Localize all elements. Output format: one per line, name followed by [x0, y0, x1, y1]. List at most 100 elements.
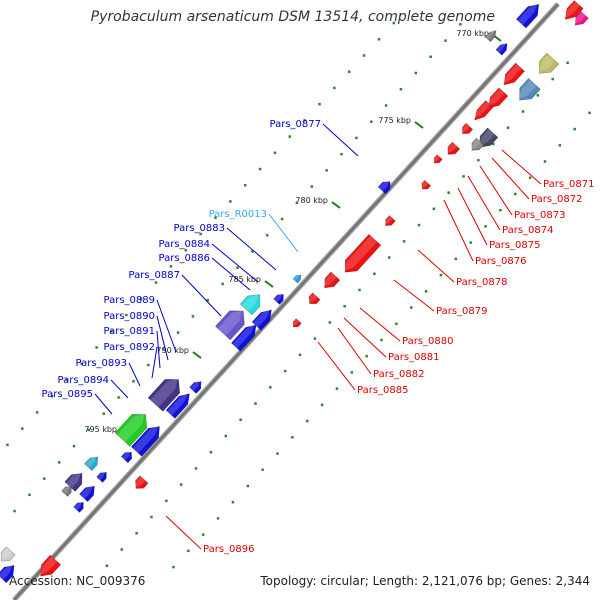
forward-gene[interactable] [239, 289, 265, 316]
track-dot [229, 200, 232, 203]
track-dot [172, 565, 175, 569]
forward-gene-label[interactable]: Pars_0891 [104, 326, 155, 337]
reverse-leader-line [417, 249, 455, 283]
reverse-gene-label[interactable]: Pars_0880 [402, 336, 453, 347]
forward-gene[interactable] [64, 469, 87, 492]
reverse-gene[interactable] [0, 546, 16, 565]
reverse-gene[interactable] [459, 122, 474, 136]
forward-gene-label[interactable]: Pars_0894 [58, 375, 109, 386]
forward-gene-label[interactable]: Pars_R0013 [209, 209, 267, 220]
forward-leader-line [128, 362, 141, 387]
track-dot [417, 223, 421, 227]
forward-gene[interactable] [84, 453, 102, 471]
reverse-gene[interactable] [35, 554, 62, 581]
track-dot [424, 290, 428, 293]
forward-gene[interactable] [495, 41, 510, 56]
forward-gene-label[interactable]: Pars_0883 [174, 223, 225, 234]
forward-leader-line [110, 379, 129, 399]
reverse-gene[interactable] [484, 87, 509, 112]
forward-gene[interactable] [165, 390, 194, 419]
reverse-gene[interactable] [468, 137, 485, 154]
forward-gene-label[interactable]: Pars_0895 [42, 389, 93, 400]
forward-gene[interactable] [251, 306, 276, 331]
forward-gene[interactable] [484, 28, 498, 43]
forward-gene-label[interactable]: Pars_0884 [159, 239, 210, 250]
forward-leader-line [181, 274, 222, 317]
forward-gene[interactable] [292, 273, 303, 284]
reverse-gene[interactable] [444, 141, 461, 158]
forward-gene-label[interactable]: Pars_0893 [76, 358, 127, 369]
reverse-gene[interactable] [432, 154, 443, 166]
reverse-gene[interactable] [474, 127, 499, 152]
reverse-gene-label[interactable]: Pars_0879 [436, 306, 487, 317]
track-dot [6, 443, 9, 447]
forward-leader-line [211, 257, 251, 291]
forward-gene-label[interactable]: Pars_0892 [104, 342, 155, 353]
forward-gene[interactable] [0, 561, 19, 584]
track-dot [291, 436, 294, 439]
reverse-gene[interactable] [419, 179, 432, 191]
forward-gene[interactable] [130, 422, 164, 457]
reverse-gene-label[interactable]: Pars_0871 [543, 179, 594, 190]
forward-gene[interactable] [231, 321, 260, 352]
reverse-gene[interactable] [306, 292, 321, 307]
reverse-gene-label[interactable]: Pars_0875 [489, 240, 540, 251]
reverse-gene[interactable] [533, 52, 560, 79]
forward-gene[interactable] [120, 449, 134, 464]
forward-gene-label[interactable]: Pars_0889 [104, 295, 155, 306]
reverse-gene[interactable] [499, 62, 525, 89]
reverse-gene[interactable] [383, 215, 396, 229]
reverse-gene-label[interactable]: Pars_0882 [373, 369, 424, 380]
reverse-gene-label[interactable]: Pars_0881 [388, 352, 439, 363]
reverse-gene-label[interactable]: Pars_0896 [203, 544, 254, 555]
reverse-gene[interactable] [291, 318, 302, 330]
track-dot [439, 273, 443, 277]
track-dot [13, 509, 16, 513]
track-dot [392, 21, 396, 25]
reverse-gene-label[interactable]: Pars_0878 [456, 277, 507, 288]
forward-gene-label[interactable]: Pars_0890 [104, 311, 155, 322]
reverse-gene-label[interactable]: Pars_0872 [531, 194, 582, 205]
reverse-leader-line [359, 307, 401, 342]
forward-gene[interactable] [73, 500, 87, 513]
scale-tick [192, 351, 202, 359]
forward-gene[interactable] [273, 292, 287, 305]
reverse-leader-line [479, 165, 513, 216]
reverse-gene[interactable] [320, 271, 341, 292]
forward-gene[interactable] [377, 178, 393, 195]
forward-gene[interactable] [516, 0, 543, 29]
track-dot [477, 158, 480, 162]
forward-gene[interactable] [215, 304, 250, 341]
forward-gene[interactable] [114, 408, 153, 447]
reverse-gene-label[interactable]: Pars_0885 [357, 385, 408, 396]
track-dot [206, 298, 210, 302]
track-dot [399, 88, 403, 91]
track-dot [258, 167, 262, 171]
forward-gene[interactable] [61, 484, 75, 497]
track-dot [469, 241, 472, 244]
forward-gene-label[interactable]: Pars_0886 [159, 253, 210, 264]
track-dot [387, 256, 391, 259]
forward-gene[interactable] [189, 379, 205, 394]
reverse-gene[interactable] [339, 233, 382, 277]
reverse-gene[interactable] [471, 100, 494, 124]
track-dot [254, 402, 257, 405]
forward-gene-label[interactable]: Pars_0887 [129, 270, 180, 281]
track-dot [310, 185, 314, 188]
track-dot [184, 248, 188, 252]
track-dot [543, 160, 547, 163]
reverse-gene[interactable] [514, 78, 541, 105]
reverse-gene[interactable] [561, 0, 584, 24]
reverse-gene-label[interactable]: Pars_0876 [475, 256, 526, 267]
forward-gene[interactable] [96, 470, 110, 483]
track-dot [499, 208, 502, 212]
reverse-gene-label[interactable]: Pars_0874 [502, 225, 553, 236]
forward-gene-label[interactable]: Pars_0877 [270, 119, 321, 130]
reverse-gene[interactable] [572, 11, 589, 28]
forward-gene[interactable] [79, 482, 99, 503]
reverse-gene-label[interactable]: Pars_0873 [514, 210, 565, 221]
forward-gene[interactable] [147, 373, 186, 412]
track-dot [50, 394, 54, 398]
reverse-gene[interactable] [132, 475, 149, 492]
